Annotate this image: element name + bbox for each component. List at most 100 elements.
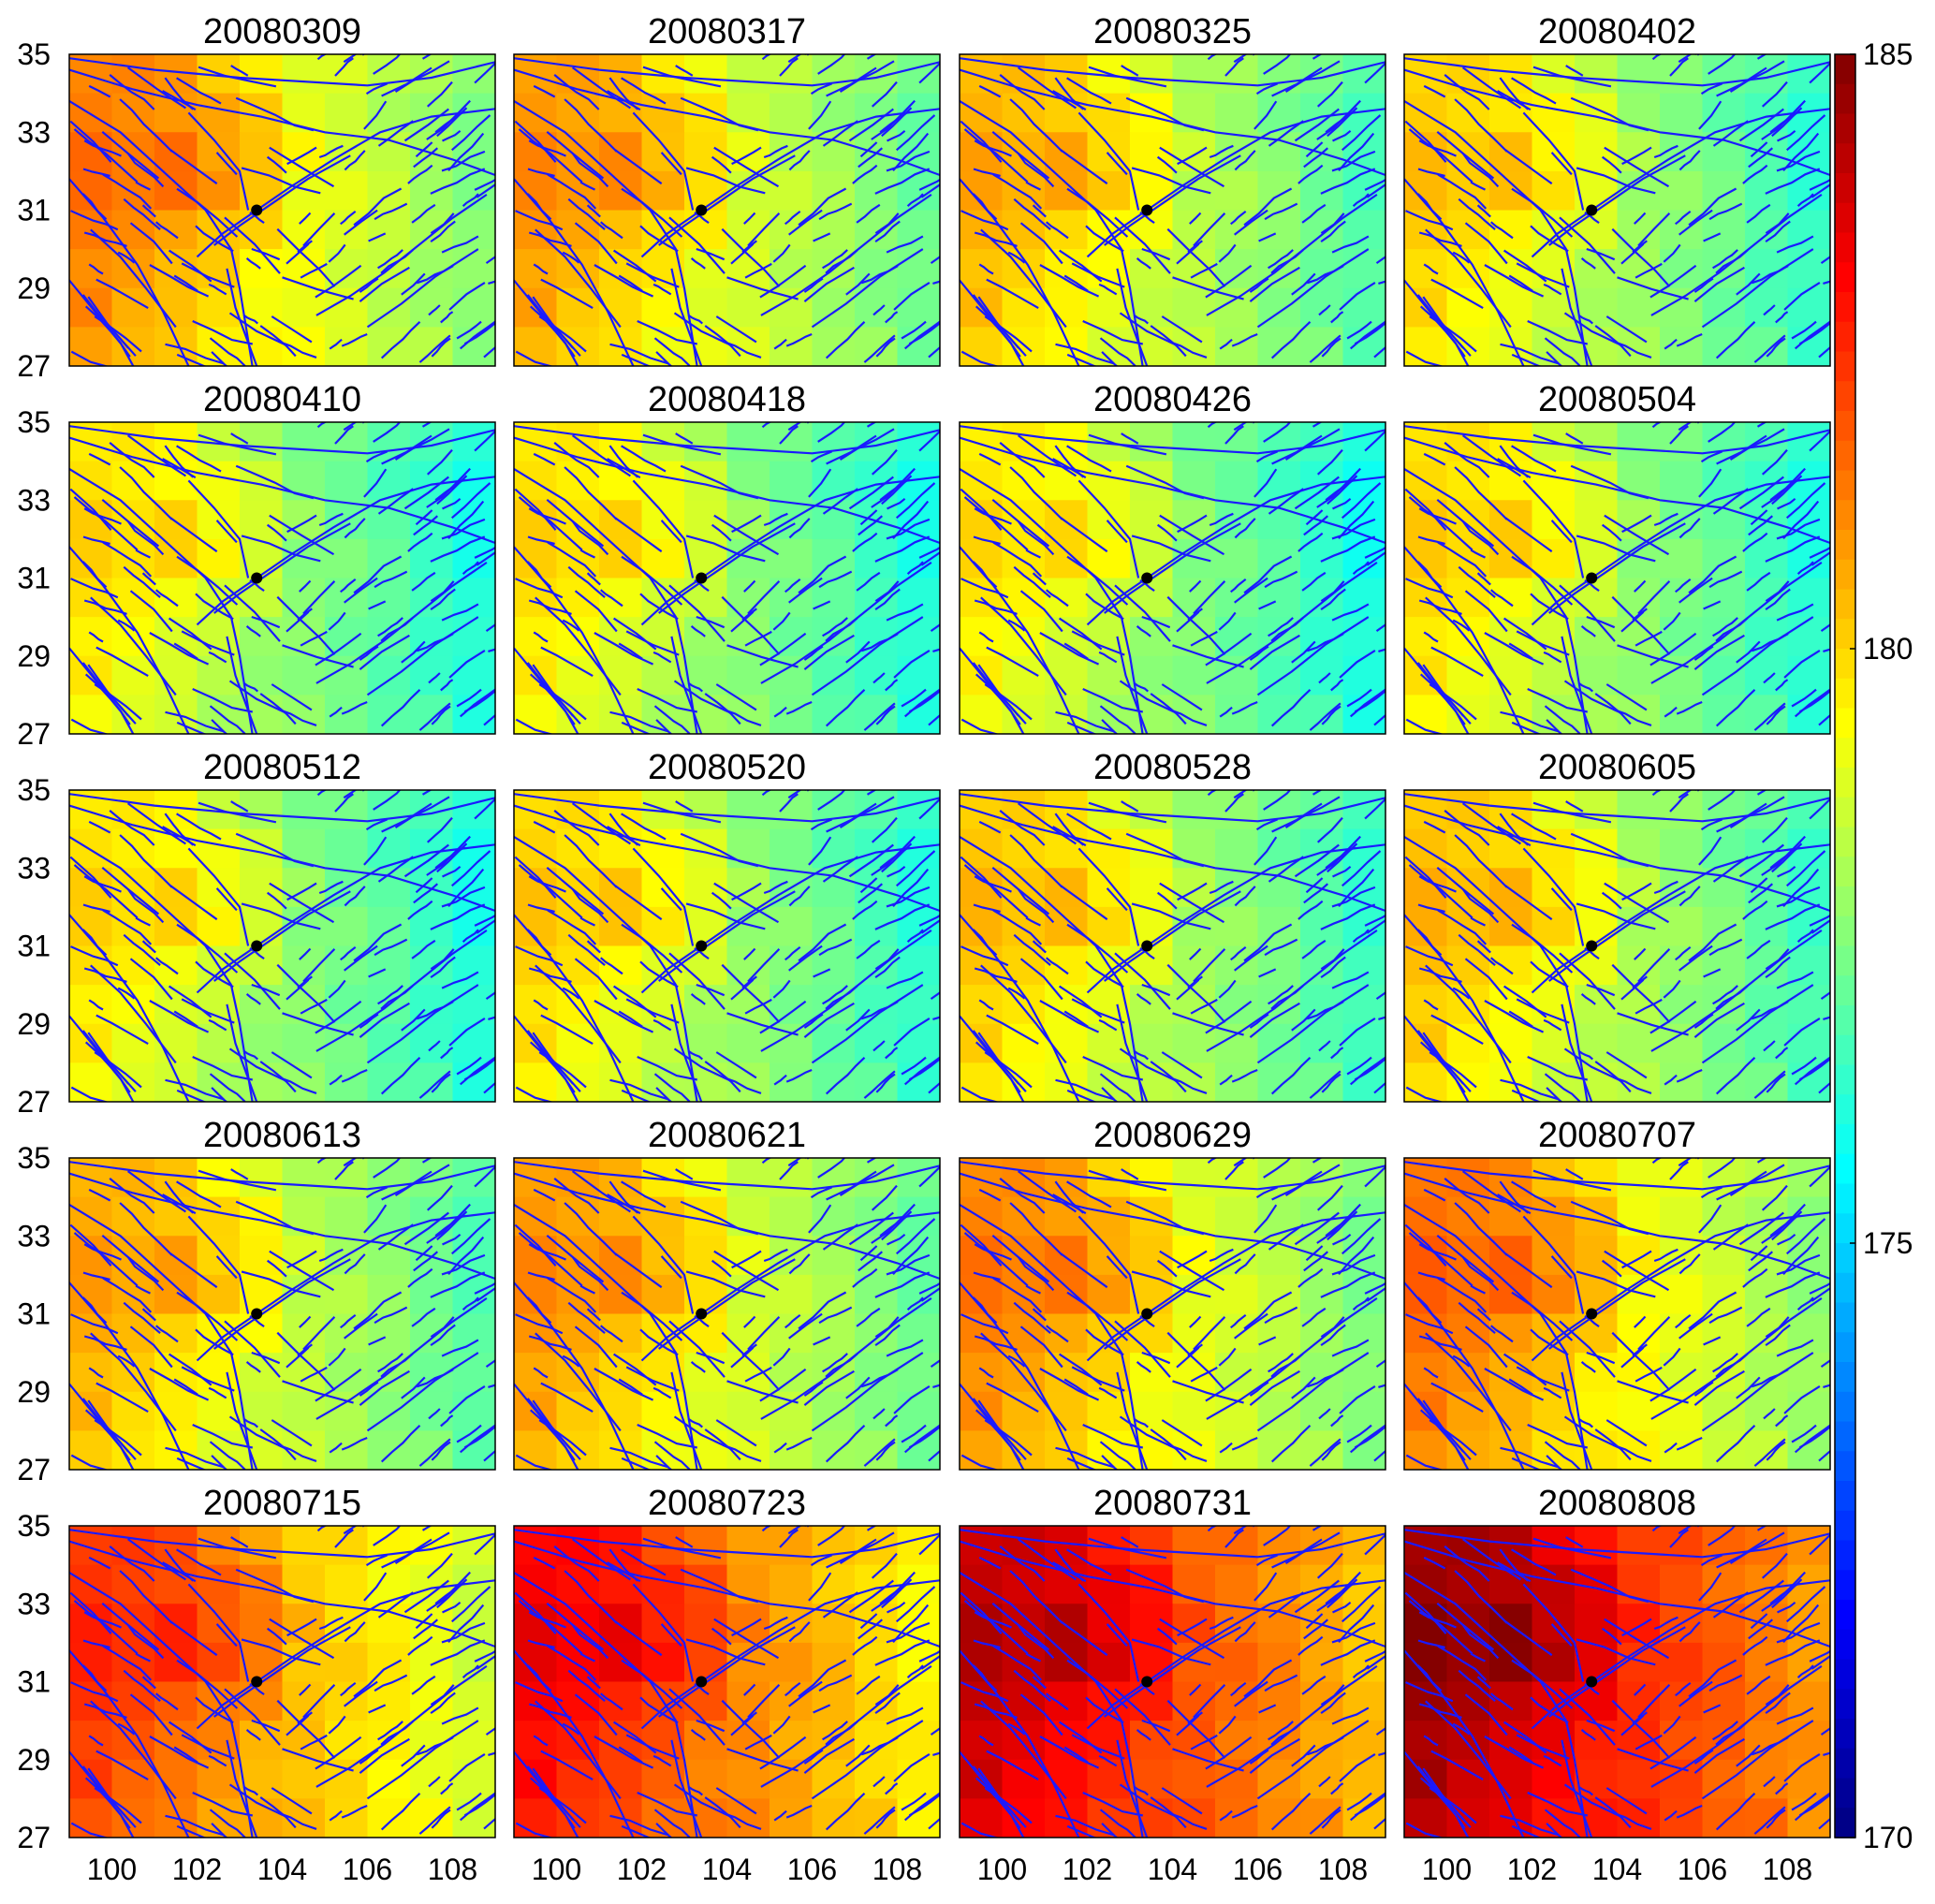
heatmap-cell xyxy=(1787,985,1830,1025)
heatmap-cell xyxy=(641,828,685,869)
heatmap-cell xyxy=(1787,1023,1830,1063)
fault-line xyxy=(377,1721,403,1741)
fault-line xyxy=(726,644,799,668)
heatmap-cell xyxy=(726,868,770,908)
heatmap-cell xyxy=(770,1196,814,1237)
fault-line xyxy=(1776,150,1821,172)
fault-line xyxy=(825,249,858,274)
fault-line xyxy=(1320,1271,1376,1298)
fault-line xyxy=(1366,1654,1385,1670)
heatmap-cell xyxy=(111,1759,155,1799)
heatmap-cell xyxy=(855,1023,899,1063)
heatmap-cell xyxy=(599,210,643,250)
fault-line xyxy=(1189,579,1202,593)
heatmap-cell xyxy=(1532,1274,1576,1315)
fault-line xyxy=(359,1002,410,1038)
fault-line xyxy=(871,99,916,140)
fault-line xyxy=(515,1313,564,1335)
fault-line xyxy=(1207,422,1218,429)
fault-line xyxy=(518,128,583,183)
fault-line xyxy=(1470,916,1486,927)
fault-line xyxy=(1320,1324,1346,1347)
colorbar-segment xyxy=(1835,1034,1855,1066)
fault-line xyxy=(1320,1316,1345,1339)
fault-line xyxy=(803,645,824,661)
fault-line xyxy=(723,340,762,359)
fault-line xyxy=(407,1635,433,1656)
fault-line xyxy=(1294,1579,1340,1614)
colorbar-segment xyxy=(1835,1421,1855,1453)
fault-line xyxy=(266,155,287,174)
heatmap-cell xyxy=(1130,1759,1174,1799)
heatmap-cell xyxy=(282,132,326,172)
fault-line xyxy=(431,705,451,725)
heatmap-cell xyxy=(1215,1564,1259,1604)
heatmap-cell xyxy=(1575,578,1619,618)
fault-line xyxy=(1219,1809,1233,1822)
heatmap-cell xyxy=(812,945,856,986)
fault-line xyxy=(235,1200,315,1236)
fault-line xyxy=(1756,54,1767,60)
epicenter-marker xyxy=(696,572,708,584)
fault-line xyxy=(1580,1729,1596,1741)
fault-line xyxy=(380,1057,421,1095)
colorbar-segment xyxy=(1835,381,1855,412)
fault-line xyxy=(1613,708,1652,726)
panel-20080707: 20080707 xyxy=(1403,1116,1831,1471)
fault-line xyxy=(176,445,222,473)
fault-line xyxy=(1559,952,1616,1010)
fault-line xyxy=(1489,589,1514,608)
fault-line xyxy=(1077,1583,1140,1682)
fault-line xyxy=(1088,1169,1167,1192)
fault-line xyxy=(972,1296,998,1325)
fault-line xyxy=(1133,681,1150,693)
heatmap-cell xyxy=(1300,945,1344,986)
fault-line xyxy=(893,1017,931,1047)
fault-line xyxy=(1017,66,1077,110)
fault-line xyxy=(440,1782,454,1795)
fault-line xyxy=(1385,480,1401,487)
fault-line xyxy=(696,615,726,629)
heatmap-cell xyxy=(1342,1430,1385,1470)
fault-line xyxy=(353,1291,403,1330)
y-tick-label: 35 xyxy=(17,1141,51,1175)
fault-line xyxy=(822,856,858,883)
fault-line xyxy=(462,1296,479,1311)
fault-line xyxy=(526,561,552,589)
heatmap-cell xyxy=(1489,1313,1533,1354)
fault-line xyxy=(1098,1754,1118,1767)
heatmap-cell xyxy=(1257,170,1301,212)
fault-line xyxy=(1417,535,1445,546)
fault-line xyxy=(1782,1604,1820,1644)
heatmap-cell xyxy=(641,1721,685,1761)
colorbar-segment xyxy=(1835,1005,1855,1036)
fault-line xyxy=(164,77,195,110)
fault-line xyxy=(1693,1013,1714,1029)
fault-line xyxy=(1701,984,1814,1064)
fault-line xyxy=(978,1556,1002,1570)
fault-line xyxy=(886,150,931,172)
heatmap-cell xyxy=(1257,210,1301,250)
fault-line xyxy=(1543,1018,1562,1032)
fault-line xyxy=(299,947,312,960)
fault-line xyxy=(1776,603,1814,622)
fault-line xyxy=(1321,1809,1341,1829)
fault-line xyxy=(411,571,436,592)
fault-line xyxy=(1418,139,1457,157)
heatmap-cell xyxy=(897,655,940,696)
fault-line xyxy=(1207,1526,1218,1532)
fault-line xyxy=(1500,1814,1560,1837)
fault-line xyxy=(297,975,313,989)
fault-line xyxy=(874,956,901,979)
fault-line xyxy=(1136,1729,1151,1741)
fault-line xyxy=(694,1682,710,1696)
heatmap-cell xyxy=(325,1023,369,1063)
heatmap-cell xyxy=(897,985,940,1025)
fault-line xyxy=(1085,593,1124,621)
fault-line xyxy=(984,1787,1033,1824)
fault-line xyxy=(69,546,190,734)
fault-line xyxy=(154,1692,179,1711)
fault-line xyxy=(1404,178,1525,366)
fault-line xyxy=(804,422,807,424)
heatmap-cell xyxy=(1087,170,1131,212)
